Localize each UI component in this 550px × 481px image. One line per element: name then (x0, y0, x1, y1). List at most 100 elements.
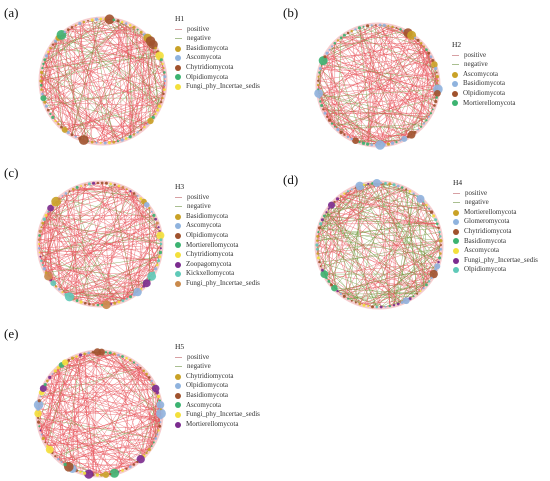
network-node (57, 122, 60, 126)
speckle-dot (44, 151, 46, 153)
positive-edge (122, 193, 135, 301)
network-node (57, 197, 61, 200)
speckle-dot (222, 152, 224, 154)
positive-edge (355, 187, 369, 307)
speckle-dot (11, 152, 14, 154)
speckle-dot (14, 191, 16, 193)
taxon-color-dot (175, 402, 181, 409)
network-node (357, 26, 362, 30)
positive-edge (388, 112, 432, 145)
positive-edge (80, 183, 107, 303)
speckle-dot (171, 137, 173, 139)
speckle-dot (276, 187, 278, 189)
speckle-dot (144, 159, 146, 162)
speckle-dot (192, 148, 195, 150)
speckle-dot (235, 136, 237, 138)
network-node (83, 352, 86, 356)
speckle-dot (257, 130, 259, 132)
network-node (400, 186, 404, 189)
positive-edge (122, 89, 165, 141)
speckle-dot (196, 132, 198, 134)
speckle-dot (257, 132, 259, 134)
positive-edge (71, 25, 77, 135)
legend-h3: H3 positive negative Basidiomycota Ascomy… (175, 182, 260, 289)
negative-edge (355, 185, 361, 303)
network-node (319, 222, 323, 226)
network-node (416, 292, 419, 295)
network-node (316, 235, 319, 238)
negative-edge (43, 18, 101, 65)
network-node (435, 96, 438, 99)
network-node (40, 95, 47, 102)
speckle-dot (272, 127, 274, 129)
taxon-label: Chytridiomycota (186, 371, 234, 380)
positive-edge (79, 23, 93, 143)
network-node (388, 182, 392, 186)
speckle-dot (200, 156, 202, 159)
positive-edge (380, 182, 418, 294)
network-node (125, 467, 128, 470)
negative-edge (41, 72, 97, 143)
network-node (136, 364, 139, 366)
network-node (346, 190, 350, 193)
positive-edge (47, 426, 160, 447)
negative-edge (84, 353, 162, 414)
negative-line-swatch (453, 202, 460, 204)
network-node (320, 104, 324, 107)
speckle-dot (144, 157, 146, 159)
network-node (120, 138, 124, 142)
positive-line-swatch (175, 196, 182, 198)
network-node (330, 283, 333, 287)
network-node (387, 25, 390, 27)
speckle-dot (133, 174, 135, 176)
network-node (428, 207, 431, 210)
network-node (350, 299, 353, 302)
positive-edge (38, 211, 49, 249)
taxon-label: Olpidiomycota (186, 72, 228, 81)
network-node (70, 356, 75, 360)
speckle-dot (104, 166, 106, 169)
positive-edge (39, 190, 131, 236)
speckle-dot (273, 205, 275, 207)
network-node (148, 207, 151, 210)
speckle-dot (199, 159, 201, 161)
positive-edge (326, 116, 381, 146)
positive-edge (37, 413, 70, 467)
positive-edge (44, 59, 73, 135)
network-node (370, 24, 373, 27)
legend-taxon-row: Mortierellomycota (175, 420, 260, 430)
negative-edge (351, 211, 432, 301)
network-node (152, 213, 156, 217)
network-node (343, 192, 346, 195)
positive-edge (43, 367, 141, 439)
network-node (420, 125, 423, 128)
network-node (128, 24, 132, 27)
network-node (322, 214, 326, 218)
positive-edge (379, 24, 425, 124)
positive-edge (45, 384, 115, 474)
speckle-dot (149, 153, 152, 155)
speckle-dot (34, 166, 36, 168)
network-node (380, 182, 383, 184)
speckle-dot (233, 173, 235, 175)
speckle-dot (10, 140, 13, 142)
speckle-dot (137, 168, 139, 170)
negative-edge (320, 223, 338, 292)
network-graph-h3 (36, 180, 165, 310)
positive-edge (48, 51, 54, 118)
positive-edge (38, 215, 154, 245)
legend-taxon-row: Basidiomycota (453, 237, 538, 247)
speckle-dot (247, 158, 249, 160)
speckle-dot (214, 172, 216, 174)
speckle-dot (79, 175, 81, 177)
network-node (392, 183, 396, 187)
positive-edge (44, 59, 66, 130)
network-node (94, 17, 99, 21)
speckle-dot (228, 150, 230, 152)
speckle-dot (279, 133, 282, 135)
speckle-dot (211, 135, 213, 137)
speckle-dot (276, 178, 278, 180)
positive-edge (48, 185, 120, 277)
network-node (422, 122, 426, 125)
speckle-dot (70, 170, 73, 172)
